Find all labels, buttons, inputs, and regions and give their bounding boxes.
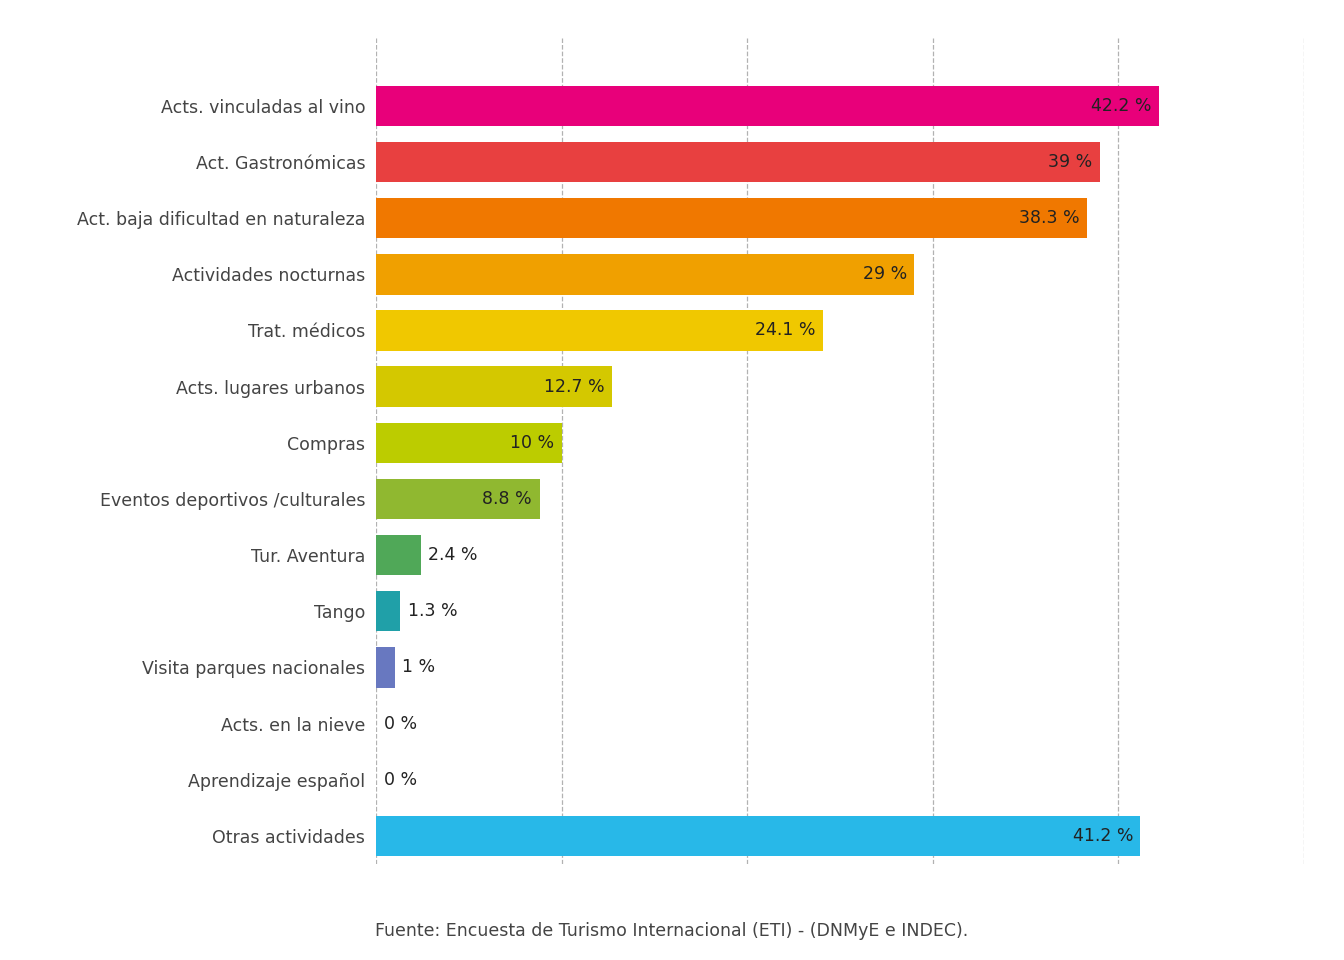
Text: 24.1 %: 24.1 %	[755, 322, 816, 340]
Bar	[376, 198, 1087, 238]
Text: 29 %: 29 %	[863, 265, 907, 283]
Text: 1.3 %: 1.3 %	[407, 602, 457, 620]
Bar	[376, 591, 401, 632]
Bar	[376, 254, 914, 295]
Text: 2.4 %: 2.4 %	[429, 546, 477, 564]
Bar	[376, 479, 539, 519]
Text: 10 %: 10 %	[511, 434, 554, 452]
Text: Fuente: Encuesta de Turismo Internacional (ETI) - (DNMyE e INDEC).: Fuente: Encuesta de Turismo Internaciona…	[375, 923, 969, 940]
Text: 39 %: 39 %	[1048, 153, 1093, 171]
Bar	[376, 422, 562, 463]
Text: 42.2 %: 42.2 %	[1091, 97, 1152, 115]
Text: 38.3 %: 38.3 %	[1019, 209, 1079, 228]
Bar	[376, 647, 395, 687]
Text: 0 %: 0 %	[384, 771, 417, 789]
Bar	[376, 367, 612, 407]
Bar	[376, 816, 1141, 856]
Text: 8.8 %: 8.8 %	[482, 490, 532, 508]
Text: 1 %: 1 %	[402, 659, 435, 677]
Text: 12.7 %: 12.7 %	[544, 377, 605, 396]
Bar	[376, 142, 1099, 182]
Text: 41.2 %: 41.2 %	[1073, 827, 1133, 845]
Bar	[376, 310, 824, 350]
Bar	[376, 85, 1159, 126]
Bar	[376, 535, 421, 575]
Text: 0 %: 0 %	[384, 714, 417, 732]
